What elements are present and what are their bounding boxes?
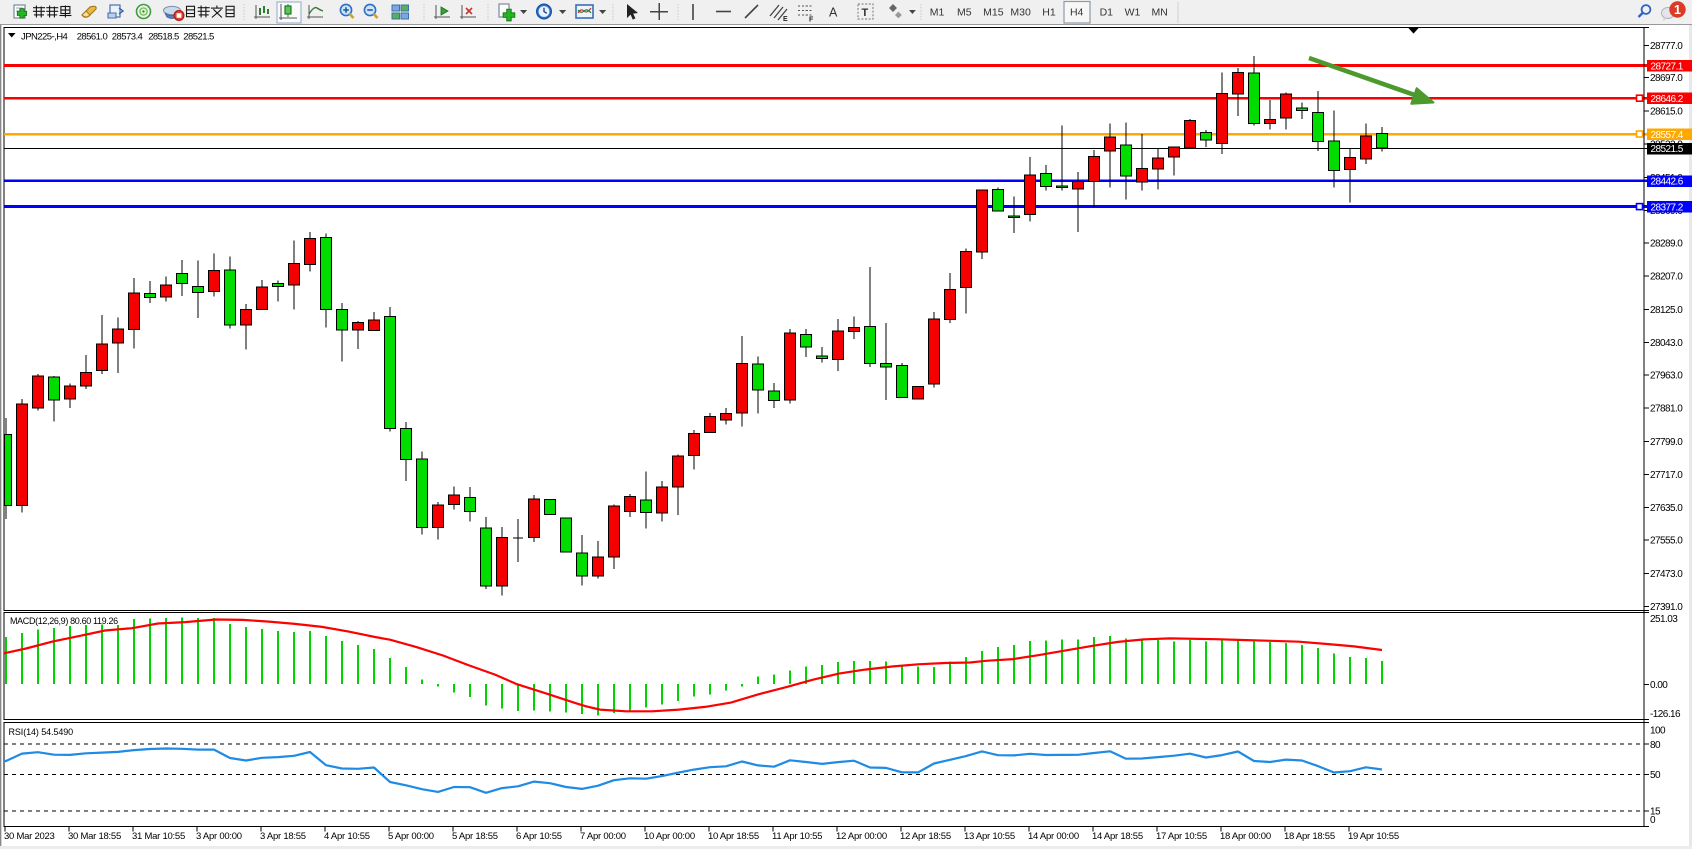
svg-text:0.00: 0.00 <box>1650 680 1668 691</box>
svg-text:13 Apr 10:55: 13 Apr 10:55 <box>964 831 1015 842</box>
svg-text:28125.0: 28125.0 <box>1650 305 1683 316</box>
svg-text:12 Apr 00:00: 12 Apr 00:00 <box>836 831 887 842</box>
svg-text:27881.0: 27881.0 <box>1650 404 1683 415</box>
svg-text:H1: H1 <box>1042 7 1056 19</box>
svg-text:17 Apr 10:55: 17 Apr 10:55 <box>1156 831 1207 842</box>
svg-text:3 Apr 18:55: 3 Apr 18:55 <box>260 831 306 842</box>
svg-text:27799.0: 27799.0 <box>1650 437 1683 448</box>
svg-text:12 Apr 18:55: 12 Apr 18:55 <box>900 831 951 842</box>
svg-text:D1: D1 <box>1100 7 1114 19</box>
svg-text:H4: H4 <box>1070 7 1084 19</box>
svg-text:18 Apr 18:55: 18 Apr 18:55 <box>1284 831 1335 842</box>
svg-text:M15: M15 <box>983 7 1004 19</box>
svg-text:30 Mar 2023: 30 Mar 2023 <box>4 831 55 842</box>
svg-text:19 Apr 10:55: 19 Apr 10:55 <box>1348 831 1399 842</box>
svg-text:28777.0: 28777.0 <box>1650 41 1683 52</box>
svg-text:F: F <box>809 17 814 24</box>
svg-text:28521.5: 28521.5 <box>1651 144 1684 155</box>
svg-text:251.03: 251.03 <box>1650 614 1678 625</box>
svg-text:T: T <box>862 7 869 19</box>
svg-text:27391.0: 27391.0 <box>1650 602 1683 613</box>
svg-text:0: 0 <box>1650 815 1656 826</box>
svg-text:JPN225-,H4: JPN225-,H4 <box>21 31 68 42</box>
svg-text:28377.2: 28377.2 <box>1651 202 1684 213</box>
svg-text:MN: MN <box>1152 7 1168 19</box>
svg-text:28646.2: 28646.2 <box>1651 94 1684 105</box>
svg-text:28561.0: 28561.0 <box>77 31 108 42</box>
svg-text:14 Apr 00:00: 14 Apr 00:00 <box>1028 831 1079 842</box>
svg-text:28727.1: 28727.1 <box>1651 61 1684 72</box>
svg-text:4 Apr 10:55: 4 Apr 10:55 <box>324 831 370 842</box>
svg-text:11 Apr 10:55: 11 Apr 10:55 <box>772 831 822 842</box>
svg-text:50: 50 <box>1650 770 1661 781</box>
svg-text:M1: M1 <box>930 7 945 19</box>
svg-text:M30: M30 <box>1010 7 1031 19</box>
svg-text:3 Apr 00:00: 3 Apr 00:00 <box>196 831 242 842</box>
svg-text:28557.4: 28557.4 <box>1651 130 1684 141</box>
svg-text:10 Apr 18:55: 10 Apr 18:55 <box>708 831 759 842</box>
svg-text:6 Apr 10:55: 6 Apr 10:55 <box>516 831 562 842</box>
svg-text:28289.0: 28289.0 <box>1650 238 1683 249</box>
svg-text:14 Apr 18:55: 14 Apr 18:55 <box>1092 831 1143 842</box>
svg-text:28043.0: 28043.0 <box>1650 338 1683 349</box>
svg-text:RSI(14) 54.5490: RSI(14) 54.5490 <box>9 727 74 737</box>
svg-text:31 Mar 10:55: 31 Mar 10:55 <box>132 831 185 842</box>
svg-text:-126.16: -126.16 <box>1650 709 1681 720</box>
svg-text:5 Apr 18:55: 5 Apr 18:55 <box>452 831 498 842</box>
svg-text:80: 80 <box>1650 740 1661 751</box>
svg-text:27635.0: 27635.0 <box>1650 503 1683 514</box>
svg-text:27717.0: 27717.0 <box>1650 470 1683 481</box>
svg-text:7 Apr 00:00: 7 Apr 00:00 <box>580 831 626 842</box>
svg-text:1: 1 <box>1674 3 1681 17</box>
svg-text:27555.0: 27555.0 <box>1650 536 1683 547</box>
svg-text:28573.4: 28573.4 <box>112 31 143 42</box>
svg-text:28442.6: 28442.6 <box>1651 177 1684 188</box>
svg-text:MACD(12,26,9) 80.60 119.26: MACD(12,26,9) 80.60 119.26 <box>10 616 118 626</box>
svg-text:27473.0: 27473.0 <box>1650 569 1683 580</box>
svg-text:18 Apr 00:00: 18 Apr 00:00 <box>1220 831 1271 842</box>
svg-text:27963.0: 27963.0 <box>1650 370 1683 381</box>
svg-text:M5: M5 <box>957 7 972 19</box>
svg-text:28697.0: 28697.0 <box>1650 73 1683 84</box>
svg-text:10 Apr 00:00: 10 Apr 00:00 <box>644 831 695 842</box>
svg-text:28207.0: 28207.0 <box>1650 272 1683 283</box>
svg-text:15: 15 <box>1650 807 1661 818</box>
svg-text:E: E <box>783 16 788 23</box>
svg-text:100: 100 <box>1650 726 1666 737</box>
svg-text:28615.0: 28615.0 <box>1650 106 1683 117</box>
svg-text:W1: W1 <box>1125 7 1141 19</box>
svg-text:5 Apr 00:00: 5 Apr 00:00 <box>388 831 434 842</box>
svg-text:30 Mar 18:55: 30 Mar 18:55 <box>68 831 121 842</box>
svg-text:28521.5: 28521.5 <box>183 31 214 42</box>
svg-text:28518.5: 28518.5 <box>148 31 179 42</box>
svg-text:A: A <box>829 6 838 20</box>
